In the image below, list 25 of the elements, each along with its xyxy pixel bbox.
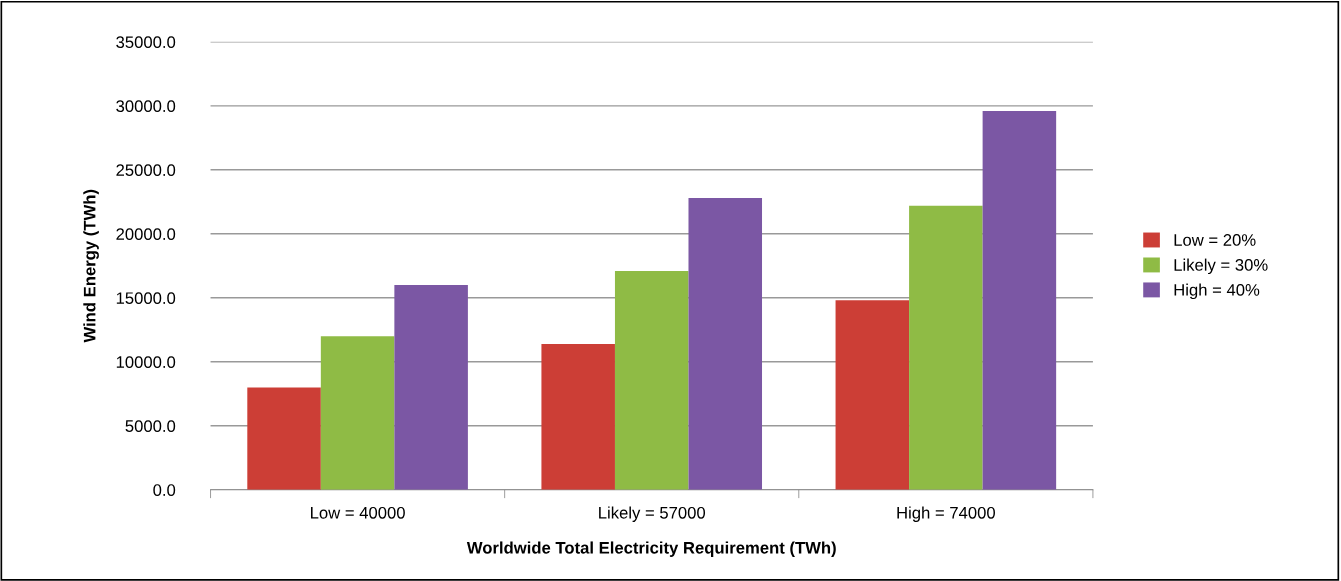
bar [541, 343, 615, 490]
legend-label: High = 40% [1174, 283, 1260, 300]
legend-label: Likely = 30% [1174, 258, 1268, 275]
bar [614, 270, 689, 490]
bar [320, 336, 395, 490]
bar [982, 110, 1057, 490]
y-tick-label: 25000.0 [116, 164, 176, 177]
y-axis-title: Wind Energy (TWh) [83, 189, 99, 343]
x-tick-label: High = 74000 [897, 506, 996, 522]
bar [247, 387, 321, 490]
y-tick-label: 15000.0 [116, 292, 176, 305]
y-tick-label: 10000.0 [116, 356, 176, 368]
y-tick-label: 20000.0 [116, 228, 176, 241]
x-axis-title: Worldwide Total Electricity Requirement (TWh) [466, 541, 836, 557]
bar [688, 197, 763, 490]
x-tick-label: Likely = 57000 [599, 506, 706, 522]
legend-label: Low = 20% [1174, 234, 1256, 246]
bar [909, 205, 983, 490]
bar [394, 285, 468, 490]
x-tick-label: Low = 40000 [311, 506, 405, 519]
y-tick-label: 5000.0 [125, 420, 176, 432]
bar [835, 300, 910, 490]
y-tick-label: 30000.0 [116, 100, 176, 113]
y-tick-label: 35000.0 [116, 36, 176, 49]
y-tick-label: 0.0 [153, 484, 176, 496]
